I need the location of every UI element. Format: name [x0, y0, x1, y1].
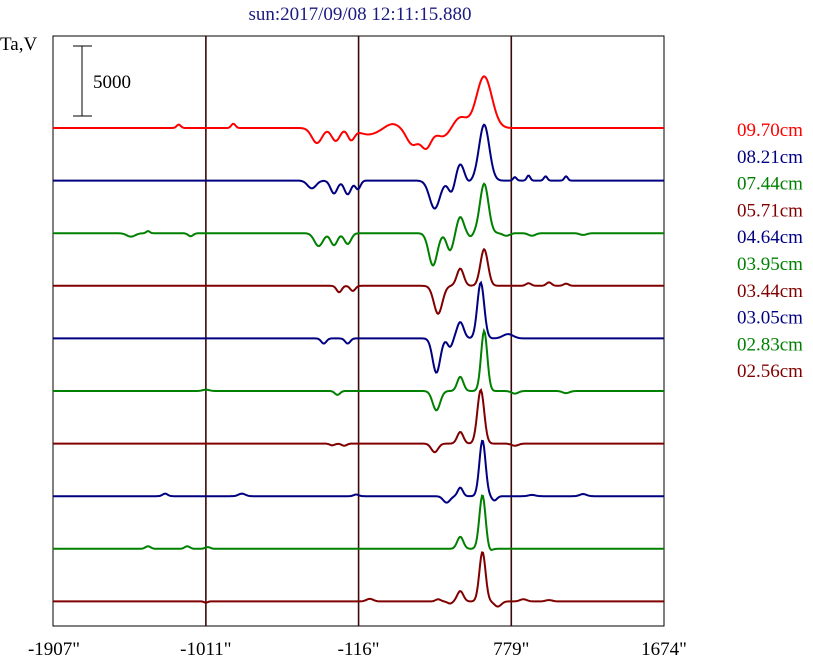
- legend-entry: 02.56cm: [737, 361, 803, 382]
- legend: 09.70cm 08.21cm 07.44cm 05.71cm 04.64cm 03.95…: [737, 120, 803, 382]
- series-line-02.56cm: [53, 551, 664, 608]
- series-line-03.05cm: [53, 439, 664, 504]
- x-tick-label: -1011": [180, 639, 231, 660]
- series-line-05.71cm: [53, 247, 664, 315]
- series-line-09.70cm: [53, 75, 664, 150]
- scale-bar-label: 5000: [93, 72, 131, 93]
- x-tick-label: -1907": [28, 639, 80, 660]
- legend-entry: 08.21cm: [737, 147, 803, 168]
- legend-entry: 03.95cm: [737, 254, 803, 275]
- legend-entry: 09.70cm: [737, 120, 803, 141]
- x-tick-labels: -1907" -1011" -116" 779" 1674": [28, 639, 687, 660]
- chart-title: sun:2017/09/08 12:11:15.880: [248, 4, 471, 25]
- series-line-02.83cm: [53, 494, 664, 551]
- y-axis-label: Ta,V: [0, 34, 37, 55]
- legend-entry: 04.64cm: [737, 227, 803, 248]
- series-line-04.64cm: [53, 280, 664, 374]
- vertical-markers: [205, 36, 513, 626]
- x-tick-label: 779": [493, 639, 529, 660]
- legend-entry: 07.44cm: [737, 174, 803, 195]
- series-line-03.95cm: [53, 327, 664, 412]
- series-group: [53, 75, 664, 608]
- series-line-08.21cm: [53, 123, 664, 210]
- legend-entry: 03.44cm: [737, 281, 803, 302]
- x-tick-label: -116": [338, 639, 380, 660]
- legend-entry: 02.83cm: [737, 334, 803, 355]
- legend-entry: 05.71cm: [737, 200, 803, 221]
- legend-entry: 03.05cm: [737, 308, 803, 329]
- series-line-03.44cm: [53, 387, 664, 454]
- x-tick-label: 1674": [641, 639, 687, 660]
- series-line-07.44cm: [53, 182, 664, 267]
- scale-bar: 5000: [73, 45, 131, 117]
